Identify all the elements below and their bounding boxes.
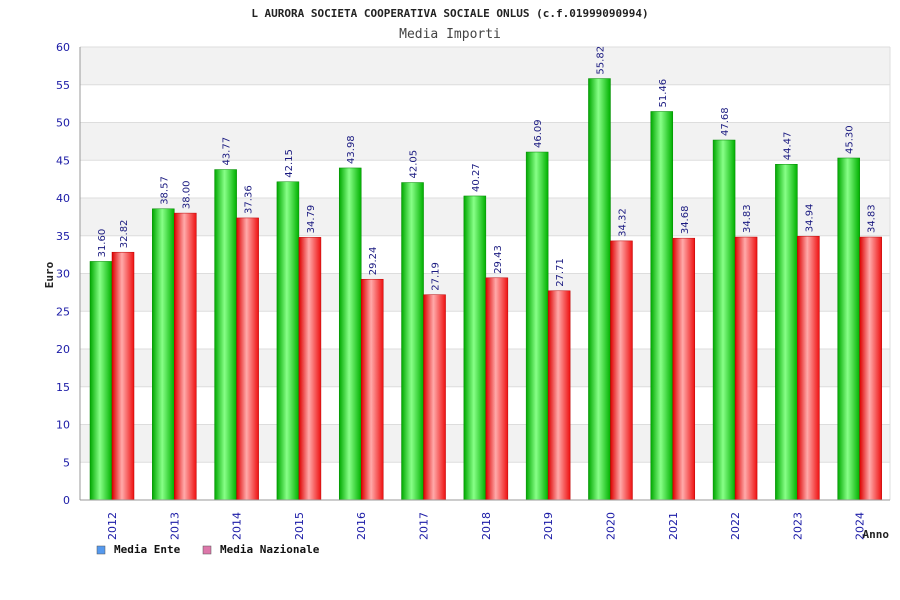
bar-media-nazionale: [298, 237, 322, 501]
bar-media-nazionale: [111, 251, 135, 501]
legend-label-media-ente: Media Ente: [114, 543, 181, 556]
x-tick-label: 2021: [667, 512, 680, 540]
bar-media-ente: [712, 139, 736, 501]
legend: Media Ente Media Nazionale: [96, 543, 320, 556]
legend-label-media-nazionale: Media Nazionale: [220, 543, 320, 556]
x-tick-label: 2022: [729, 512, 742, 540]
x-axis-ticks: 2012 2013 2014 2015 2016 2017 2018 2019 2020 2021…: [106, 512, 867, 540]
x-axis-label: Anno: [863, 528, 890, 541]
x-tick-label: 2018: [480, 512, 493, 540]
chart-title: L AURORA SOCIETA COOPERATIVA SOCIALE ONL…: [251, 7, 648, 20]
data-label: 51.46: [658, 79, 669, 108]
data-label: 38.57: [159, 176, 170, 205]
bar-media-ente: [775, 164, 798, 501]
bar-media-ente: [837, 157, 860, 501]
x-tick-label: 2019: [542, 512, 555, 540]
data-label: 32.82: [119, 220, 130, 249]
data-label: 44.47: [782, 132, 793, 161]
data-label: 34.83: [867, 204, 878, 233]
bar-media-nazionale: [174, 212, 197, 501]
bar-media-ente: [152, 208, 175, 501]
data-label: 29.43: [493, 245, 504, 274]
x-tick-label: 2016: [355, 512, 368, 540]
bar-media-ente: [650, 111, 674, 501]
data-label: 45.30: [845, 125, 856, 154]
data-label: 55.82: [595, 46, 606, 75]
bar-media-ente: [588, 78, 611, 501]
data-label: 40.27: [471, 163, 482, 192]
data-label: 34.94: [804, 204, 815, 233]
y-tick-label: 0: [63, 494, 70, 507]
data-label: 37.36: [244, 185, 255, 214]
bar-media-nazionale: [236, 217, 259, 501]
chart-subtitle: Media Importi: [399, 27, 501, 42]
grid-band: [80, 47, 890, 85]
bar-media-ente: [525, 151, 549, 501]
y-tick-label: 60: [56, 41, 70, 54]
data-label: 46.09: [533, 119, 544, 148]
data-label: 34.83: [742, 204, 753, 233]
legend-swatch-media-ente: [96, 545, 106, 555]
data-label: 43.77: [222, 137, 233, 166]
x-tick-label: 2015: [293, 512, 306, 540]
data-label: 31.60: [97, 229, 108, 258]
bar-media-ente: [276, 181, 300, 501]
data-label: 47.68: [720, 107, 731, 136]
x-tick-label: 2020: [604, 512, 617, 540]
bar-media-nazionale: [859, 236, 882, 501]
data-label: 29.24: [368, 247, 379, 276]
data-labels: 31.60 32.82 38.57 38.00 43.77 37.36 42.15 34.79…: [97, 46, 878, 291]
y-tick-label: 35: [56, 230, 70, 243]
bar-media-nazionale: [423, 294, 446, 501]
x-tick-label: 2017: [418, 512, 431, 540]
grid-band: [80, 122, 890, 161]
data-label: 34.32: [617, 208, 628, 237]
data-label: 42.05: [409, 150, 420, 179]
y-tick-label: 10: [56, 419, 70, 432]
bar-media-ente: [214, 169, 237, 501]
bar-media-nazionale: [734, 236, 758, 501]
data-label: 43.98: [346, 135, 357, 164]
x-tick-label: 2014: [231, 512, 244, 540]
data-label: 34.79: [306, 205, 317, 234]
x-tick-label: 2013: [168, 512, 181, 540]
bar-media-ente: [338, 167, 362, 501]
data-label: 27.71: [555, 258, 566, 287]
bar-media-nazionale: [797, 235, 820, 501]
x-tick-label: 2023: [791, 512, 804, 540]
bar-media-ente: [89, 261, 113, 501]
y-tick-label: 15: [56, 381, 70, 394]
data-label: 38.00: [181, 180, 192, 209]
data-label: 27.19: [431, 262, 442, 291]
y-tick-label: 30: [56, 268, 70, 281]
bar-media-nazionale: [610, 240, 633, 501]
bar-media-nazionale: [485, 277, 509, 501]
y-axis-ticks: 0 5 10 15 20 25 30 35 40 45 50 55 60: [56, 41, 70, 507]
data-label: 34.68: [680, 206, 691, 235]
grid-band: [80, 84, 890, 123]
bar-media-nazionale: [360, 278, 384, 501]
y-tick-label: 55: [56, 79, 70, 92]
grid-band: [80, 160, 890, 198]
bar-media-ente: [463, 195, 487, 501]
y-axis-label: Euro: [43, 261, 56, 288]
bar-media-ente: [401, 182, 424, 501]
y-tick-label: 40: [56, 192, 70, 205]
y-tick-label: 25: [56, 305, 70, 318]
legend-swatch-media-nazionale: [202, 545, 212, 555]
bar-media-nazionale: [672, 237, 696, 501]
bars: [89, 78, 882, 501]
y-tick-label: 50: [56, 117, 70, 130]
bar-media-nazionale: [547, 290, 571, 501]
x-tick-label: 2012: [106, 512, 119, 540]
x-tick-label: 2024: [854, 512, 867, 540]
y-tick-label: 45: [56, 154, 70, 167]
y-tick-label: 20: [56, 343, 70, 356]
data-label: 42.15: [284, 149, 295, 178]
y-tick-label: 5: [63, 456, 70, 469]
